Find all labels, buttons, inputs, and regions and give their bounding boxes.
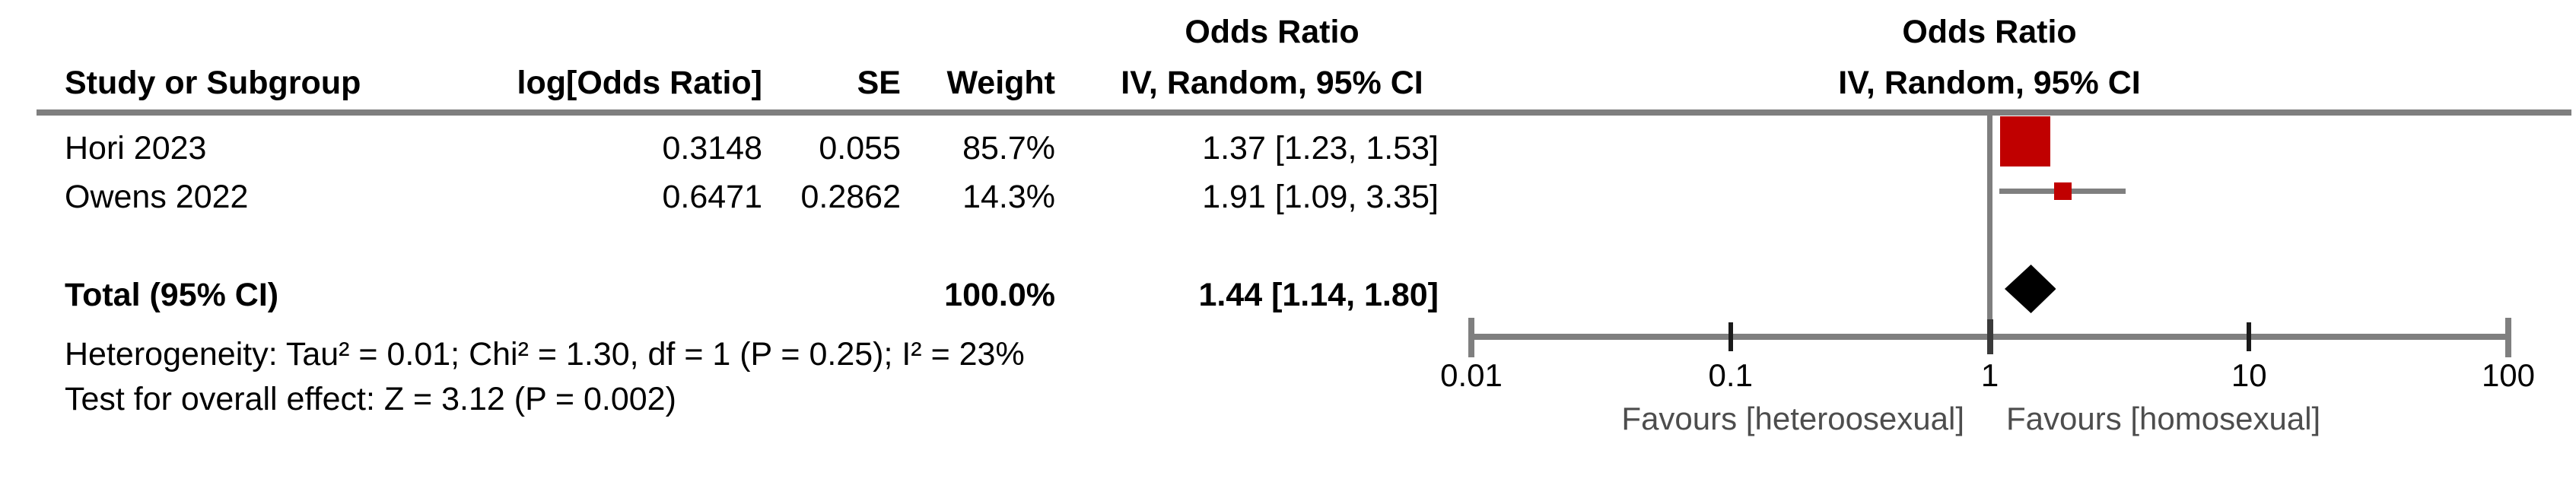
col-header-weight: Weight [946, 65, 1055, 101]
study-row: Hori 2023 0.3148 0.055 85.7% 1.37 [1.23,… [0, 129, 2576, 167]
header-row-1: Odds Ratio Odds Ratio [0, 13, 2576, 51]
ci-text-value: 1.91 [1.09, 3.35] [1202, 179, 1439, 215]
forest-square-marker [2000, 116, 2051, 166]
total-weight: 100.0% [944, 277, 1055, 313]
favours-right-label: Favours [homosexual] [2006, 401, 2321, 436]
heterogeneity-text: Heterogeneity: Tau² = 0.01; Chi² = 1.30,… [65, 336, 1025, 373]
header-underline [37, 109, 2571, 116]
axis-tick [1986, 319, 1993, 354]
study-row: Owens 2022 0.6471 0.2862 14.3% 1.91 [1.0… [0, 178, 2576, 216]
se-value: 0.2862 [800, 179, 901, 215]
total-row: Total (95% CI) 100.0% 1.44 [1.14, 1.80] [0, 276, 2576, 314]
col-header-plot-ci: IV, Random, 95% CI [1838, 65, 2141, 101]
log-odds-ratio-value: 0.3148 [662, 130, 762, 166]
study-name: Hori 2023 [65, 130, 207, 166]
col-header-study: Study or Subgroup [65, 65, 361, 101]
axis-tick-label: 100 [2481, 357, 2536, 393]
axis-tick-label: 0.01 [1440, 357, 1503, 393]
axis-tick [1468, 318, 1474, 357]
col-header-log-or: log[Odds Ratio] [517, 65, 762, 101]
axis-tick [2505, 318, 2511, 357]
axis-tick-label: 1 [1980, 357, 1999, 393]
header-row-2: Study or Subgroup log[Odds Ratio] SE Wei… [0, 64, 2576, 102]
col-header-se: SE [857, 65, 901, 101]
heterogeneity-row: Heterogeneity: Tau² = 0.01; Chi² = 1.30,… [0, 335, 2576, 373]
ci-text-value: 1.37 [1.23, 1.53] [1202, 130, 1439, 166]
favours-left-label: Favours [heteroosexual] [1621, 401, 1964, 436]
total-ci-text: 1.44 [1.14, 1.80] [1198, 277, 1439, 313]
axis-tick-label: 0.1 [1708, 357, 1753, 393]
null-effect-line [1987, 116, 1992, 340]
forest-square-marker [2053, 182, 2072, 200]
ci-column-title: Odds Ratio [1185, 14, 1360, 50]
plot-column-title: Odds Ratio [1902, 14, 2077, 50]
weight-value: 14.3% [962, 179, 1055, 215]
log-odds-ratio-value: 0.6471 [662, 179, 762, 215]
se-value: 0.055 [819, 130, 901, 166]
axis-tick [2247, 322, 2252, 351]
total-label: Total (95% CI) [65, 277, 279, 313]
study-name: Owens 2022 [65, 179, 249, 215]
weight-value: 85.7% [962, 130, 1055, 166]
axis-tick-label: 10 [2231, 357, 2267, 393]
overall-effect-text: Test for overall effect: Z = 3.12 (P = 0… [65, 381, 676, 417]
col-header-ci: IV, Random, 95% CI [1121, 65, 1423, 101]
overall-effect-row: Test for overall effect: Z = 3.12 (P = 0… [0, 380, 2576, 418]
axis-tick [1728, 322, 1733, 351]
summary-diamond [2004, 265, 2056, 313]
